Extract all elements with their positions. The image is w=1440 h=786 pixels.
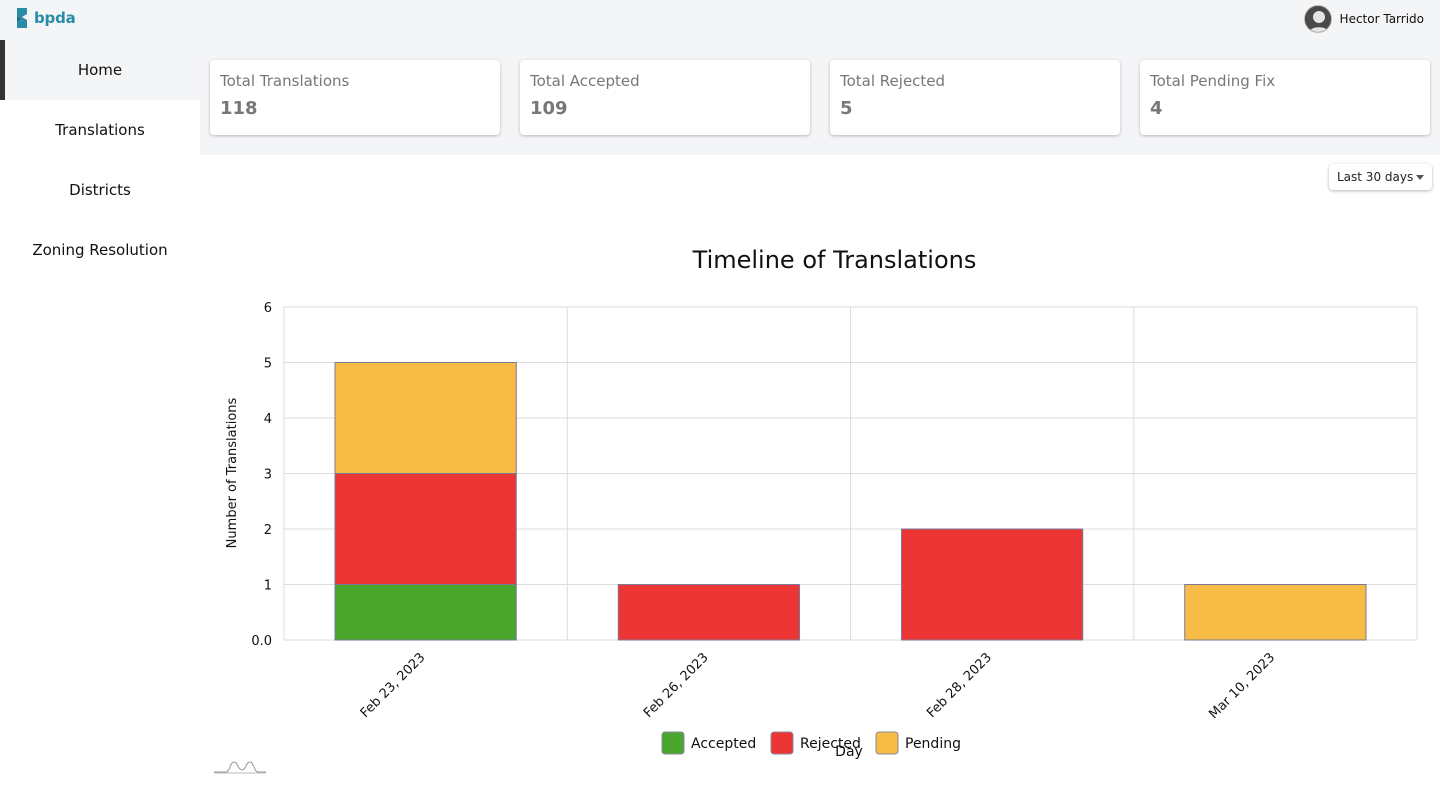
bar-accepted [334,584,517,641]
y-tick-label: 6 [264,301,272,316]
x-axis-label: Day [835,744,863,760]
x-tick-label: Mar 10, 2023 [1206,650,1278,722]
stat-card-total-translations: Total Translations 118 [210,60,500,135]
stat-label: Total Pending Fix [1150,72,1276,90]
bar-pending [1184,584,1367,641]
sidebar-item-translations[interactable]: Translations [0,100,200,160]
logo-text: bpda [34,9,76,27]
sidebar-item-label: Districts [69,181,131,199]
legend-label-pending: Pending [905,736,961,752]
chart-thumbnail-icon[interactable] [212,756,268,774]
stat-label: Total Accepted [530,72,640,90]
x-tick-label: Feb 26, 2023 [641,650,712,721]
stat-card-total-pending-fix: Total Pending Fix 4 [1140,60,1430,135]
legend-label-rejected: Rejected [800,736,861,752]
y-tick-label: 5 [264,357,272,372]
x-tick-label: Feb 28, 2023 [924,650,995,721]
sidebar: Home Translations Districts Zoning Resol… [0,40,200,786]
sidebar-item-home[interactable]: Home [0,40,200,100]
stat-value: 118 [220,98,258,119]
bar-pending [334,362,517,474]
user-name: Hector Tarrido [1339,12,1424,26]
y-tick-label: 1 [264,579,272,594]
user-avatar-icon [1304,6,1331,32]
chart-title: Timeline of Translations [692,246,977,274]
legend-swatch-rejected [770,731,794,755]
bar-rejected [900,528,1084,641]
stat-label: Total Translations [220,72,350,90]
stat-value: 5 [840,98,853,119]
sidebar-item-zoning-resolution[interactable]: Zoning Resolution [0,220,200,280]
timeline-chart: Timeline of Translations 0.0 1 2 3 4 5 6 Feb 23,… [225,246,1418,760]
legend-swatch-pending [875,731,899,755]
main-content: Total Translations 118 Total Accepted 10… [200,40,1440,786]
sidebar-item-districts[interactable]: Districts [0,160,200,220]
bar-rejected [617,584,801,641]
chevron-down-icon [1416,175,1424,180]
legend-label-accepted: Accepted [691,736,756,752]
sidebar-item-label: Home [77,61,123,79]
top-bar: bpda Hector Tarrido [0,0,1440,40]
bpda-logo[interactable]: bpda [14,6,76,30]
x-tick-label: Feb 23, 2023 [358,650,429,721]
date-range-value: Last 30 days [1337,170,1414,184]
stat-card-total-rejected: Total Rejected 5 [830,60,1120,135]
y-tick-label: 4 [264,412,272,427]
stat-card-total-accepted: Total Accepted 109 [520,60,810,135]
y-tick-label: 0.0 [251,634,272,649]
stat-value: 4 [1150,98,1163,119]
logo-mark-icon [17,8,27,28]
y-tick-label: 2 [264,523,272,538]
bar-rejected [334,473,517,585]
stat-label: Total Rejected [840,72,946,90]
y-tick-label: 3 [264,468,272,483]
sidebar-item-label: Translations [55,121,145,139]
y-axis-label: Number of Translations [225,397,240,548]
stats-strip: Total Translations 118 Total Accepted 10… [200,40,1440,155]
legend-swatch-accepted [661,731,685,755]
avatar[interactable] [1303,5,1332,33]
sidebar-item-label: Zoning Resolution [32,241,168,259]
date-range-select[interactable]: Last 30 days [1329,164,1432,190]
user-menu[interactable]: Hector Tarrido [1303,5,1424,33]
stat-value: 109 [530,98,568,119]
